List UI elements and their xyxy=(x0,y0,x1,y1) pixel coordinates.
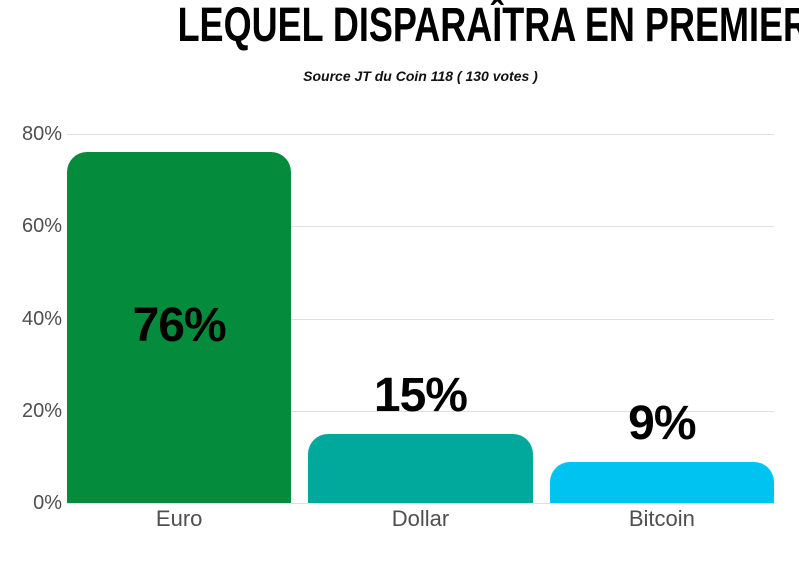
gridline-60% xyxy=(67,226,774,227)
bar-bitcoin xyxy=(549,461,774,503)
gridline-40% xyxy=(67,319,774,320)
chart-title: LEQUEL DISPARAÎTRA EN PREMIER ? xyxy=(67,2,799,50)
x-axis-category-label-dollar: Dollar xyxy=(391,506,450,531)
y-axis-tick-label: 20% xyxy=(21,400,62,422)
bar-value-label-euro: 76% xyxy=(132,298,227,352)
bar-value-label-dollar: 15% xyxy=(373,368,468,422)
gridline-0% xyxy=(67,503,774,504)
bar-dollar xyxy=(308,433,533,503)
y-axis-tick-label: 0% xyxy=(33,492,62,514)
chart-subtitle: Source JT du Coin 118 ( 130 votes ) xyxy=(303,68,538,84)
x-axis-category-label-euro: Euro xyxy=(155,506,203,531)
gridline-80% xyxy=(67,134,774,135)
y-axis-tick-label: 80% xyxy=(21,123,62,145)
x-axis-category-label-bitcoin: Bitcoin xyxy=(628,506,695,531)
bar-value-label-bitcoin: 9% xyxy=(628,396,696,450)
chart-title-text: LEQUEL DISPARAÎTRA EN PREMIER ? xyxy=(177,0,799,52)
bar-euro xyxy=(67,152,292,503)
gridline-20% xyxy=(67,411,774,412)
y-axis-tick-label: 40% xyxy=(21,308,62,330)
y-axis-tick-label: 60% xyxy=(21,215,62,237)
